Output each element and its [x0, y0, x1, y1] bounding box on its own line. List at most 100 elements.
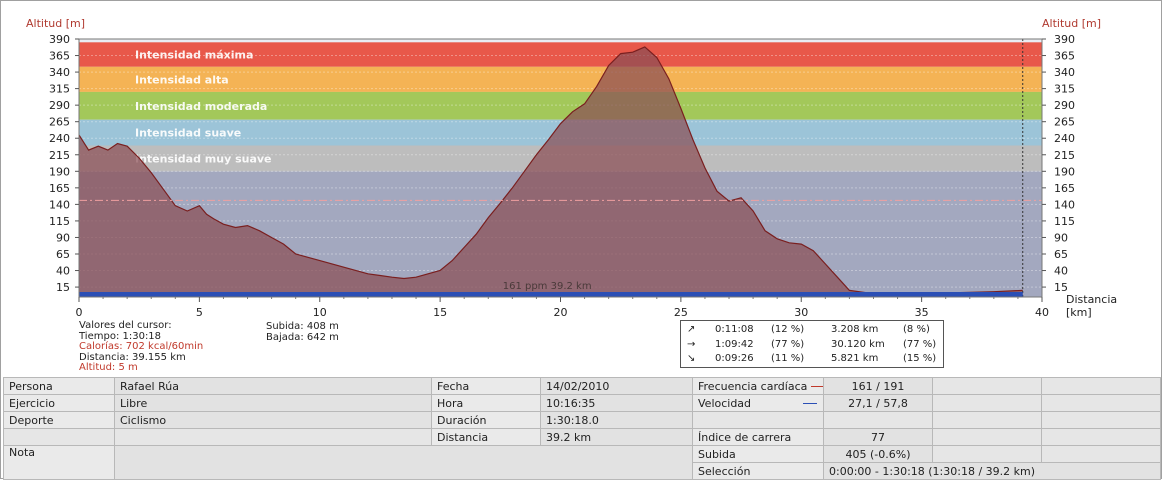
empty-cell — [932, 377, 1042, 395]
empty-cell — [1041, 394, 1161, 412]
fecha-label: Fecha — [431, 377, 541, 395]
altitude-area — [79, 46, 1023, 298]
y-tick-label-left: 165 — [49, 182, 70, 195]
x-tick-label: 10 — [313, 306, 327, 319]
y-tick-label-left: 365 — [49, 50, 70, 63]
empty-cell — [823, 411, 933, 429]
y-tick-label-left: 240 — [49, 132, 70, 145]
slope-distance: 30.120 km — [831, 339, 885, 350]
y-tick-label-right: 140 — [1054, 198, 1075, 211]
cursor-values: Valores del cursor: Tiempo: 1:30:18 Calo… — [79, 320, 203, 374]
speed-bar — [79, 292, 1023, 297]
fc-value: 161 / 191 — [823, 377, 933, 395]
y-tick-label-left: 390 — [49, 33, 70, 46]
y-tick-label-left: 15 — [56, 281, 70, 294]
ejercicio-label: Ejercicio — [3, 394, 115, 412]
x-tick-label: 40 — [1035, 306, 1049, 319]
y-tick-label-left: 115 — [49, 215, 70, 228]
altitude-line — [78, 46, 1023, 296]
hr-annotation: 161 ppm 39.2 km — [503, 281, 592, 292]
hr-legend-line-icon — [811, 386, 823, 387]
nota-field[interactable] — [114, 445, 693, 480]
duracion-value: 1:30:18.0 — [540, 411, 693, 429]
persona-value[interactable]: Rafael Rúa — [114, 377, 432, 395]
subida-value: 405 (-0.6%) — [823, 445, 933, 463]
x-tick-label: 20 — [554, 306, 568, 319]
ejercicio-value[interactable]: Libre — [114, 394, 432, 412]
slope-distance-pct: (77 %) — [903, 339, 937, 350]
cursor-title: Valores del cursor: — [79, 320, 172, 331]
table-row: Nota Subida 405 (-0.6%) — [3, 445, 1161, 480]
cursor-altitude: Altitud: 5 m — [79, 362, 138, 373]
empty-cell — [114, 428, 432, 446]
slope-row-up: ↗ 0:11:08 (12 %) 3.208 km (8 %) — [681, 324, 941, 337]
empty-cell — [3, 428, 115, 446]
fecha-value[interactable]: 14/02/2010 — [540, 377, 693, 395]
workout-info-table: Persona Rafael Rúa Fecha 14/02/2010 Frec… — [3, 377, 1161, 480]
empty-cell — [932, 445, 1042, 463]
y-tick-label-right: 190 — [1054, 165, 1075, 178]
x-tick-label: 15 — [433, 306, 447, 319]
climb-up: Subida: 408 m — [266, 321, 339, 332]
hora-value[interactable]: 10:16:35 — [540, 394, 693, 412]
y-tick-label-left: 190 — [49, 165, 70, 178]
y-tick-label-right: 40 — [1054, 265, 1068, 278]
climb-down: Bajada: 642 m — [266, 332, 339, 343]
table-row: Ejercicio Libre Hora 10:16:35 Velocidad … — [3, 394, 1161, 412]
slope-distance: 3.208 km — [831, 324, 879, 335]
empty-cell — [932, 428, 1042, 446]
deporte-value[interactable]: Ciclismo — [114, 411, 432, 429]
slope-row-down: ↘ 0:09:26 (11 %) 5.821 km (15 %) — [681, 353, 941, 366]
x-tick-label: 0 — [76, 306, 83, 319]
arrow-down-right-icon: ↘ — [687, 353, 696, 364]
zone-label: Intensidad muy suave — [135, 152, 272, 165]
distancia-value: 39.2 km — [540, 428, 693, 446]
y-axis-title-left: Altitud [m] — [26, 17, 86, 30]
seleccion-label: Selección — [692, 462, 824, 480]
zone-band — [79, 42, 1042, 67]
persona-label: Persona — [3, 377, 115, 395]
altitude-chart[interactable]: Intensidad máxima Intensidad alta Intensid… — [0, 0, 1162, 320]
y-tick-label-left: 140 — [49, 198, 70, 211]
y-tick-label-left: 290 — [49, 99, 70, 112]
slope-distance-pct: (15 %) — [903, 353, 937, 364]
y-tick-label-right: 215 — [1054, 149, 1075, 162]
y-tick-label-right: 290 — [1054, 99, 1075, 112]
empty-cell — [1041, 377, 1161, 395]
y-tick-label-right: 15 — [1054, 281, 1068, 294]
arrow-right-icon: → — [687, 339, 696, 350]
slope-time-pct: (77 %) — [771, 339, 805, 350]
y-tick-label-right: 240 — [1054, 132, 1075, 145]
slope-stats-box: ↗ 0:11:08 (12 %) 3.208 km (8 %) → 1:09:4… — [680, 320, 944, 368]
y-tick-label-right: 340 — [1054, 66, 1075, 79]
y-tick-label-right: 265 — [1054, 116, 1075, 129]
table-row: Deporte Ciclismo Duración 1:30:18.0 — [3, 411, 1161, 429]
empty-cell — [1041, 445, 1161, 463]
x-tick-label: 5 — [196, 306, 203, 319]
y-tick-label-right: 390 — [1054, 33, 1075, 46]
vel-label: Velocidad — [692, 394, 824, 412]
indice-label: Índice de carrera — [692, 428, 824, 446]
zone-label: Intensidad alta — [135, 73, 229, 86]
empty-cell — [1041, 428, 1161, 446]
cursor-time: Tiempo: 1:30:18 — [79, 330, 162, 342]
table-row: Distancia 39.2 km Índice de carrera 77 — [3, 428, 1161, 446]
y-tick-label-left: 340 — [49, 66, 70, 79]
y-tick-label-left: 40 — [56, 265, 70, 278]
slope-distance-pct: (8 %) — [903, 324, 930, 335]
seleccion-value: 0:00:00 - 1:30:18 (1:30:18 / 39.2 km) — [823, 462, 1161, 480]
slope-time-pct: (11 %) — [771, 353, 805, 364]
empty-cell — [1041, 411, 1161, 429]
hora-label: Hora — [431, 394, 541, 412]
climb-summary: Subida: 408 m Bajada: 642 m — [266, 321, 339, 343]
x-tick-label: 25 — [674, 306, 688, 319]
zone-band — [79, 91, 1042, 120]
table-row: Persona Rafael Rúa Fecha 14/02/2010 Frec… — [3, 377, 1161, 395]
slope-time: 0:11:08 — [715, 324, 754, 335]
zone-label: Intensidad moderada — [135, 100, 267, 113]
slope-distance: 5.821 km — [831, 353, 879, 364]
y-tick-label-left: 265 — [49, 116, 70, 129]
y-tick-label-left: 65 — [56, 248, 70, 261]
empty-cell — [932, 394, 1042, 412]
y-tick-label-left: 215 — [49, 149, 70, 162]
